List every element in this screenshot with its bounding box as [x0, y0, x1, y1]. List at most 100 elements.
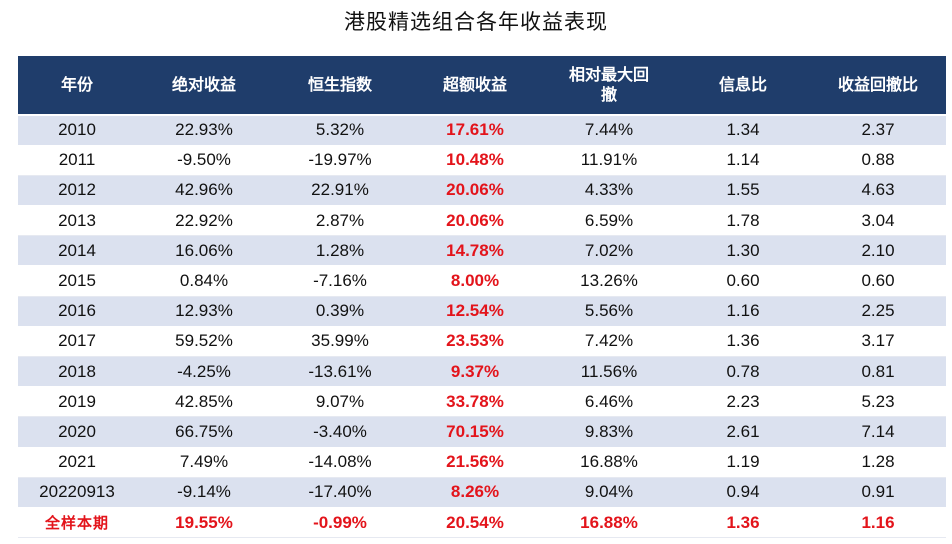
hsi-cell: 2.87% — [272, 205, 408, 237]
absolute-return-cell: 66.75% — [136, 416, 272, 448]
relative-drawdown-cell: 7.42% — [542, 326, 676, 358]
information-ratio-cell: 1.55 — [676, 175, 810, 207]
return-drawdown-ratio-cell: 0.91 — [810, 477, 946, 508]
header-relative-max-drawdown: 相对最大回撤 — [542, 56, 676, 116]
excess-return-cell: 23.53% — [408, 326, 542, 358]
relative-drawdown-cell: 7.44% — [542, 115, 676, 146]
table-row: 2015 0.84% -7.16% 8.00% 13.26% 0.60 0.60 — [18, 265, 946, 297]
return-drawdown-ratio-cell: 3.04 — [810, 205, 946, 237]
hsi-cell: -14.08% — [272, 447, 408, 478]
absolute-return-cell: 12.93% — [136, 296, 272, 327]
hsi-cell: 1.28% — [272, 235, 408, 267]
excess-return-cell: 9.37% — [408, 356, 542, 388]
table-row: 2017 59.52% 35.99% 23.53% 7.42% 1.36 3.17 — [18, 326, 946, 358]
relative-drawdown-cell: 11.91% — [542, 145, 676, 176]
return-drawdown-ratio-cell: 0.81 — [810, 356, 946, 388]
hsi-cell: 22.91% — [272, 175, 408, 207]
summary-row: 全样本期 19.55% -0.99% 20.54% 16.88% 1.36 1.16 — [18, 507, 946, 539]
year-cell: 2017 — [18, 326, 136, 358]
relative-drawdown-cell: 9.04% — [542, 477, 676, 508]
year-cell: 20220913 — [18, 477, 136, 508]
hsi-cell: 5.32% — [272, 115, 408, 146]
information-ratio-cell: 1.19 — [676, 447, 810, 478]
information-ratio-cell: 1.14 — [676, 145, 810, 176]
year-cell: 2014 — [18, 235, 136, 267]
absolute-return-cell: 0.84% — [136, 265, 272, 297]
hsi-cell: 0.39% — [272, 296, 408, 327]
excess-return-cell: 33.78% — [408, 386, 542, 418]
year-cell: 2016 — [18, 296, 136, 327]
hsi-cell: -3.40% — [272, 416, 408, 448]
hsi-cell: 35.99% — [272, 326, 408, 358]
information-ratio-cell: 0.60 — [676, 265, 810, 297]
return-drawdown-ratio-cell: 3.17 — [810, 326, 946, 358]
information-ratio-cell: 2.23 — [676, 386, 810, 418]
header-hsi: 恒生指数 — [272, 56, 408, 116]
return-drawdown-ratio-cell: 2.10 — [810, 235, 946, 267]
summary-information-ratio-cell: 1.36 — [676, 507, 810, 539]
relative-drawdown-cell: 6.46% — [542, 386, 676, 418]
header-return-drawdown-ratio: 收益回撤比 — [810, 56, 946, 116]
excess-return-cell: 20.06% — [408, 205, 542, 237]
summary-year-cell: 全样本期 — [18, 507, 136, 539]
return-drawdown-ratio-cell: 2.37 — [810, 115, 946, 146]
absolute-return-cell: 42.96% — [136, 175, 272, 207]
relative-drawdown-cell: 6.59% — [542, 205, 676, 237]
year-cell: 2018 — [18, 356, 136, 388]
table-row: 2011 -9.50% -19.97% 10.48% 11.91% 1.14 0.88 — [18, 145, 946, 176]
information-ratio-cell: 1.36 — [676, 326, 810, 358]
hsi-cell: -13.61% — [272, 356, 408, 388]
table-row: 2014 16.06% 1.28% 14.78% 7.02% 1.30 2.10 — [18, 235, 946, 267]
year-cell: 2012 — [18, 175, 136, 207]
table-row: 20220913 -9.14% -17.40% 8.26% 9.04% 0.94 0.91 — [18, 477, 946, 508]
relative-drawdown-cell: 11.56% — [542, 356, 676, 388]
excess-return-cell: 20.06% — [408, 175, 542, 207]
table-row: 2020 66.75% -3.40% 70.15% 9.83% 2.61 7.14 — [18, 416, 946, 448]
header-information-ratio: 信息比 — [676, 56, 810, 116]
return-drawdown-ratio-cell: 4.63 — [810, 175, 946, 207]
absolute-return-cell: 22.93% — [136, 115, 272, 146]
hsi-cell: -19.97% — [272, 145, 408, 176]
year-cell: 2015 — [18, 265, 136, 297]
year-cell: 2011 — [18, 145, 136, 176]
absolute-return-cell: 22.92% — [136, 205, 272, 237]
return-drawdown-ratio-cell: 1.28 — [810, 447, 946, 478]
table-title: 港股精选组合各年收益表现 — [344, 10, 608, 34]
header-row: 年份 绝对收益 恒生指数 超额收益 相对最大回撤 信息比 收益回撤比 — [18, 56, 946, 116]
information-ratio-cell: 1.34 — [676, 115, 810, 146]
year-cell: 2021 — [18, 447, 136, 478]
relative-drawdown-cell: 4.33% — [542, 175, 676, 207]
relative-drawdown-cell: 9.83% — [542, 416, 676, 448]
table-row: 2019 42.85% 9.07% 33.78% 6.46% 2.23 5.23 — [18, 386, 946, 418]
return-drawdown-ratio-cell: 5.23 — [810, 386, 946, 418]
hsi-cell: -7.16% — [272, 265, 408, 297]
table-row: 2021 7.49% -14.08% 21.56% 16.88% 1.19 1.28 — [18, 447, 946, 478]
excess-return-cell: 8.00% — [408, 265, 542, 297]
information-ratio-cell: 0.94 — [676, 477, 810, 508]
summary-absolute-return-cell: 19.55% — [136, 507, 272, 539]
return-drawdown-ratio-cell: 7.14 — [810, 416, 946, 448]
information-ratio-cell: 2.61 — [676, 416, 810, 448]
information-ratio-cell: 1.78 — [676, 205, 810, 237]
table-row: 2012 42.96% 22.91% 20.06% 4.33% 1.55 4.63 — [18, 175, 946, 207]
information-ratio-cell: 1.30 — [676, 235, 810, 267]
excess-return-cell: 12.54% — [408, 296, 542, 327]
year-cell: 2020 — [18, 416, 136, 448]
hsi-cell: 9.07% — [272, 386, 408, 418]
year-cell: 2019 — [18, 386, 136, 418]
return-drawdown-ratio-cell: 0.88 — [810, 145, 946, 176]
excess-return-cell: 17.61% — [408, 115, 542, 146]
header-absolute-return: 绝对收益 — [136, 56, 272, 116]
return-drawdown-ratio-cell: 0.60 — [810, 265, 946, 297]
information-ratio-cell: 1.16 — [676, 296, 810, 327]
summary-excess-return-cell: 20.54% — [408, 507, 542, 539]
relative-drawdown-cell: 5.56% — [542, 296, 676, 327]
absolute-return-cell: -9.50% — [136, 145, 272, 176]
annual-returns-table: 年份 绝对收益 恒生指数 超额收益 相对最大回撤 信息比 收益回撤比 2010 2… — [18, 56, 946, 539]
return-drawdown-ratio-cell: 2.25 — [810, 296, 946, 327]
absolute-return-cell: -9.14% — [136, 477, 272, 508]
hsi-cell: -17.40% — [272, 477, 408, 508]
excess-return-cell: 21.56% — [408, 447, 542, 478]
absolute-return-cell: 7.49% — [136, 447, 272, 478]
excess-return-cell: 14.78% — [408, 235, 542, 267]
